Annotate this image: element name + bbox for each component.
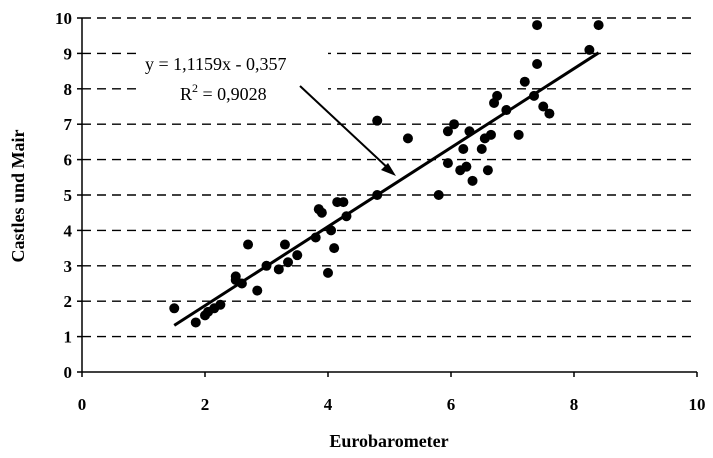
r-squared-exponent: 2 bbox=[192, 81, 198, 95]
x-tick-label-10: 10 bbox=[689, 395, 706, 414]
data-point-26 bbox=[372, 190, 383, 200]
data-point-29 bbox=[442, 158, 453, 169]
x-axis-title: Eurobarometer bbox=[329, 431, 448, 451]
data-point-5 bbox=[215, 299, 226, 310]
x-tick-label-2: 2 bbox=[201, 395, 210, 414]
data-point-16 bbox=[310, 232, 321, 243]
tick-labels: 0 1 2 3 4 5 6 7 8 9 10 0 2 4 6 8 10 bbox=[55, 9, 706, 414]
data-point-14 bbox=[283, 257, 294, 268]
data-point-37 bbox=[476, 143, 487, 154]
y-axis-title: Castles und Mair bbox=[8, 129, 28, 262]
data-point-18 bbox=[316, 207, 327, 218]
x-tick-label-0: 0 bbox=[78, 395, 87, 414]
annotation-arrow-line bbox=[299, 85, 391, 171]
data-point-12 bbox=[273, 264, 284, 275]
x-tick-label-4: 4 bbox=[324, 395, 333, 414]
data-point-28 bbox=[433, 190, 444, 200]
data-point-34 bbox=[461, 161, 472, 172]
data-point-9 bbox=[243, 239, 254, 250]
data-point-30 bbox=[442, 126, 453, 137]
data-point-35 bbox=[464, 126, 475, 137]
y-tick-label-4: 4 bbox=[64, 221, 73, 240]
y-tick-label-0: 0 bbox=[64, 363, 73, 382]
data-point-0 bbox=[169, 303, 180, 314]
data-point-1 bbox=[190, 317, 201, 328]
data-point-31 bbox=[449, 119, 460, 130]
annotations: y = 1,1159x - 0,357 R2 = 0,9028 bbox=[138, 50, 396, 176]
r-squared-value: = 0,9028 bbox=[198, 84, 267, 104]
annotation-arrowhead bbox=[381, 163, 396, 176]
data-point-20 bbox=[326, 225, 337, 236]
x-tick-label-8: 8 bbox=[570, 395, 579, 414]
data-points bbox=[169, 20, 604, 328]
gridlines bbox=[82, 17, 697, 338]
y-tick-label-6: 6 bbox=[64, 151, 73, 170]
equation-background bbox=[138, 50, 328, 112]
r-squared-r: R bbox=[180, 84, 192, 104]
data-point-25 bbox=[372, 115, 383, 126]
data-point-42 bbox=[492, 90, 503, 101]
data-point-45 bbox=[519, 76, 530, 87]
data-point-46 bbox=[529, 90, 540, 101]
data-point-47 bbox=[532, 20, 543, 31]
data-point-21 bbox=[329, 243, 340, 254]
data-point-52 bbox=[593, 20, 604, 31]
data-point-19 bbox=[323, 267, 333, 278]
y-tick-label-9: 9 bbox=[64, 44, 73, 63]
axes bbox=[77, 17, 698, 377]
y-tick-label-1: 1 bbox=[64, 328, 73, 347]
data-point-10 bbox=[252, 285, 263, 296]
y-tick-label-10: 10 bbox=[55, 9, 72, 28]
data-point-15 bbox=[292, 250, 303, 261]
y-tick-label-3: 3 bbox=[64, 257, 73, 276]
y-tick-label-8: 8 bbox=[64, 80, 73, 99]
trend-equation: y = 1,1159x - 0,357 bbox=[145, 54, 286, 74]
data-point-36 bbox=[467, 175, 478, 186]
data-point-7 bbox=[230, 271, 241, 282]
data-point-27 bbox=[402, 133, 413, 144]
data-point-39 bbox=[482, 165, 493, 176]
r-squared-label: R2 = 0,9028 bbox=[180, 81, 267, 104]
data-point-40 bbox=[485, 129, 496, 140]
y-tick-label-2: 2 bbox=[64, 292, 73, 311]
data-point-50 bbox=[544, 108, 555, 119]
y-tick-label-7: 7 bbox=[64, 115, 73, 134]
data-point-33 bbox=[458, 143, 469, 154]
y-tick-label-5: 5 bbox=[64, 186, 73, 205]
data-point-43 bbox=[501, 105, 512, 116]
data-point-23 bbox=[338, 197, 349, 208]
data-point-13 bbox=[279, 239, 290, 250]
data-point-8 bbox=[236, 278, 247, 289]
data-point-48 bbox=[532, 59, 543, 70]
data-point-49 bbox=[538, 101, 549, 112]
x-tick-label-6: 6 bbox=[447, 395, 456, 414]
data-point-24 bbox=[341, 211, 352, 222]
data-point-51 bbox=[584, 44, 595, 55]
data-point-44 bbox=[513, 129, 524, 140]
data-point-11 bbox=[261, 260, 272, 271]
